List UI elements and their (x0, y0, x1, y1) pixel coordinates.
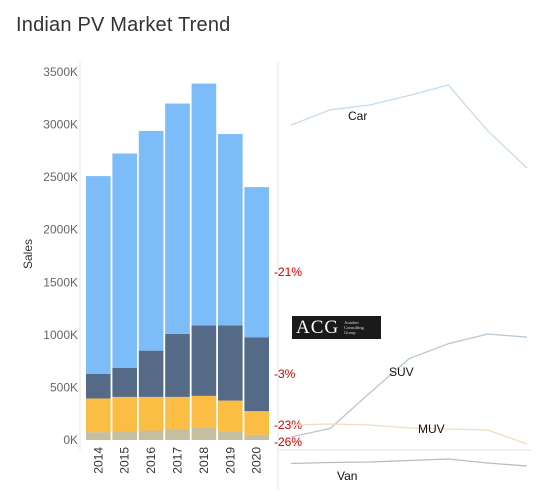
change-label-suv: -3% (274, 367, 296, 381)
stacked-bars (86, 83, 269, 440)
x-tick-label: 2014 (91, 447, 105, 474)
y-tick-label: 1500K (43, 275, 78, 289)
bar-segment-suv-2018 (191, 325, 217, 396)
y-axis: 3500K 3000K 2500K 2000K 1500K 1000K 500K 0K (43, 65, 78, 447)
bar-segment-suv-2020 (244, 337, 269, 412)
x-tick-label: 2020 (250, 447, 264, 474)
x-tick-label: 2016 (144, 447, 158, 474)
bar-segment-car-2020 (244, 187, 269, 338)
bar-segment-van-2016 (138, 430, 164, 440)
bar-segment-suv-2019 (218, 325, 243, 401)
x-tick-label: 2019 (223, 447, 237, 474)
bar-segment-suv-2015 (112, 367, 137, 397)
y-tick-label: 2500K (43, 170, 78, 184)
x-tick-label: 2015 (118, 447, 132, 474)
bar-segment-car-2015 (112, 153, 137, 368)
trend-line-car (290, 84, 528, 169)
bar-segment-car-2018 (191, 83, 217, 326)
bar-segment-car-2017 (165, 103, 190, 334)
logo-subtext: Autobei Consulting Group (344, 319, 364, 336)
y-tick-label: 1000K (43, 328, 78, 342)
trend-lines: Car SUV MUV Van (290, 84, 528, 483)
bar-segment-car-2019 (218, 134, 243, 326)
series-label-van: Van (337, 469, 357, 483)
change-label-van: -26% (274, 435, 302, 449)
series-label-suv: SUV (389, 365, 414, 379)
bar-segment-muv-2018 (191, 395, 217, 428)
series-label-muv: MUV (418, 422, 445, 436)
y-tick-label: 2000K (43, 223, 78, 237)
bar-segment-suv-2016 (138, 350, 164, 397)
bar-segment-muv-2016 (138, 396, 164, 431)
x-tick-label: 2017 (171, 447, 185, 474)
bar-segment-muv-2017 (165, 396, 190, 429)
y-tick-label: 3000K (43, 118, 78, 132)
bar-segment-van-2018 (191, 427, 217, 440)
series-label-car: Car (348, 109, 367, 123)
x-axis: 2014 2015 2016 2017 2018 2019 2020 (91, 447, 263, 474)
bar-segment-car-2016 (138, 130, 164, 351)
y-tick-label: 500K (50, 380, 78, 394)
bar-segment-car-2014 (86, 176, 111, 374)
y-axis-title: Sales (21, 239, 35, 269)
y-tick-label: 0K (63, 433, 78, 447)
bar-segment-muv-2019 (218, 400, 243, 432)
trend-line-suv (290, 333, 528, 438)
bar-segment-van-2014 (86, 432, 111, 440)
bar-segment-suv-2017 (165, 333, 190, 397)
x-tick-label: 2018 (197, 447, 211, 474)
trend-line-muv (290, 423, 528, 445)
bar-segment-muv-2015 (112, 396, 137, 432)
bar-segment-muv-2014 (86, 398, 111, 433)
change-label-car: -21% (274, 265, 302, 279)
bar-segment-suv-2014 (86, 373, 111, 399)
logo-mark: ACG (296, 317, 340, 338)
trend-line-van (290, 458, 528, 467)
bar-segment-muv-2020 (244, 411, 269, 435)
bar-segment-van-2015 (112, 431, 137, 440)
bar-segment-van-2019 (218, 431, 243, 440)
bar-segment-van-2017 (165, 428, 190, 440)
y-tick-label: 3500K (43, 65, 78, 79)
change-label-muv: -23% (274, 418, 302, 432)
chart-title: Indian PV Market Trend (16, 14, 231, 36)
acg-logo: ACG Autobei Consulting Group (292, 316, 381, 339)
change-labels: -21% -3% -23% -26% (274, 265, 302, 449)
bar-segment-van-2020 (244, 434, 269, 440)
